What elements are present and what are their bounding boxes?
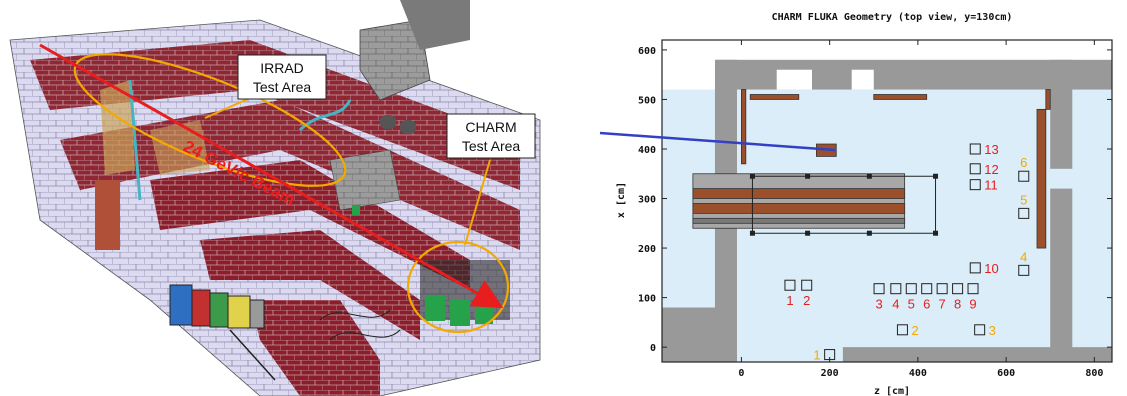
red-position-label: 7 [939, 297, 946, 312]
frame-node-top [805, 173, 811, 179]
red-position-marker [921, 283, 933, 295]
x-tick-label: 0 [738, 368, 744, 379]
charm-area-ellipse [406, 240, 510, 334]
orange-position-marker [824, 349, 836, 361]
wood-right [1036, 108, 1047, 249]
red-position-label: 10 [984, 261, 998, 276]
tunnel-structure [9, 0, 541, 396]
irrad-callout: IRRAD Test Area [237, 54, 327, 100]
irrad-callout-line2: Test Area [253, 79, 312, 95]
red-position-marker [784, 279, 796, 291]
charm-callout-pointer [464, 159, 491, 246]
red-position-marker [969, 179, 981, 191]
red-position-marker [936, 283, 948, 295]
wood-right-top [1045, 89, 1051, 110]
bottom-wall [842, 347, 1112, 362]
left-3d-render: 24 GeV/c Beam IRRAD Test Area CHARM Test… [0, 0, 560, 396]
fluka-geometry-plot: CHARM FLUKA Geometry (top view, y=130cm)… [590, 0, 1127, 396]
irrad-callout-line1: IRRAD [260, 60, 304, 76]
red-position-label: 8 [954, 297, 961, 312]
beam-arrow [39, 43, 504, 308]
red-position-marker [801, 279, 813, 291]
frame-node-bottom [866, 230, 872, 236]
y-tick-label: 400 [638, 145, 656, 156]
orange-position-label: 2 [911, 323, 918, 338]
top-wall-gap-2 [851, 69, 874, 90]
y-tick-label: 500 [638, 95, 656, 106]
red-position-label: 12 [984, 162, 998, 177]
red-position-marker [905, 283, 917, 295]
y-axis-label: x [cm] [616, 182, 627, 218]
orange-position-label: 1 [813, 348, 820, 363]
charm-callout: CHARM Test Area [446, 113, 536, 159]
red-position-label: 5 [908, 297, 915, 312]
y-tick-label: 200 [638, 244, 656, 255]
x-tick-label: 200 [821, 368, 839, 379]
beam-target-box [816, 143, 837, 157]
wood-top-mid [873, 94, 928, 100]
orange-position-label: 5 [1020, 192, 1027, 207]
charm-callout-line1: CHARM [465, 119, 516, 135]
plot-area [661, 39, 1113, 363]
plot-frame [661, 39, 1113, 363]
red-position-label: 4 [892, 297, 899, 312]
red-position-marker [969, 163, 981, 175]
red-position-label: 1 [786, 293, 793, 308]
frame-node-bottom [805, 230, 811, 236]
frame-node-bottom [749, 230, 755, 236]
irrad-callout-pointer [204, 97, 251, 119]
right-wall-upper [1050, 59, 1073, 169]
orange-position-marker [974, 324, 986, 336]
y-tick-label: 100 [638, 294, 656, 305]
orange-position-label: 4 [1020, 249, 1027, 264]
orange-position-marker [1018, 264, 1030, 276]
target-rod-3 [692, 217, 906, 224]
x-tick-labels: 0 200 400 600 800 [738, 40, 1103, 379]
x-tick-label: 600 [997, 368, 1015, 379]
frame-node-top [866, 173, 872, 179]
orange-position-label: 6 [1020, 155, 1027, 170]
red-position-label: 3 [875, 297, 882, 312]
orange-position-marker [896, 324, 908, 336]
top-wall-gap [776, 69, 812, 90]
red-position-marker [967, 283, 979, 295]
frame-node-top [749, 173, 755, 179]
frame-node-top [933, 173, 939, 179]
red-position-label: 13 [984, 142, 998, 157]
right-wall-lower [1050, 188, 1073, 362]
target-rod-1 [692, 188, 906, 199]
wood-left-upper [741, 89, 747, 165]
x-tick-label: 400 [909, 368, 927, 379]
y-tick-label: 600 [638, 46, 656, 57]
red-position-marker [952, 283, 964, 295]
orange-position-marker [1018, 207, 1030, 219]
red-position-marker [969, 143, 981, 155]
x-tick-label: 800 [1085, 368, 1103, 379]
orange-position-label: 3 [989, 323, 996, 338]
red-position-label: 6 [923, 297, 930, 312]
target-rod-2 [692, 203, 906, 214]
red-position-marker [969, 262, 981, 274]
frame-node-bottom [933, 230, 939, 236]
red-position-marker [890, 283, 902, 295]
charm-callout-line2: Test Area [462, 138, 521, 154]
red-position-label: 9 [969, 297, 976, 312]
lower-left-block [662, 307, 737, 362]
x-axis-label: z [cm] [874, 386, 910, 396]
wood-top-left [749, 94, 800, 100]
plot-title: CHARM FLUKA Geometry (top view, y=130cm) [772, 11, 1013, 23]
red-position-label: 2 [803, 293, 810, 308]
outside-top-left [662, 40, 715, 90]
red-position-marker [873, 283, 885, 295]
red-position-label: 11 [984, 178, 998, 193]
equipment-racks [169, 284, 276, 381]
y-tick-label: 0 [650, 343, 656, 354]
y-tick-label: 300 [638, 195, 656, 206]
orange-position-marker [1018, 170, 1030, 182]
